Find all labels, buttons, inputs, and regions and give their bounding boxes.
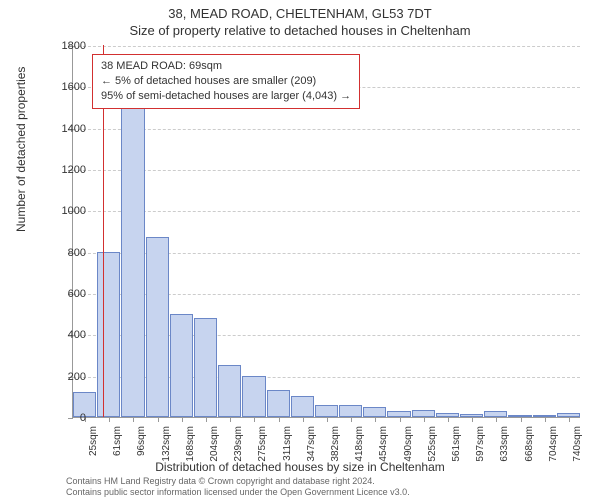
- histogram-bar: [412, 410, 435, 417]
- histogram-bar: [146, 237, 169, 417]
- x-tick-label: 96sqm: [136, 426, 147, 456]
- x-tick-label: 561sqm: [451, 426, 462, 462]
- x-tick-label: 418sqm: [354, 426, 365, 462]
- x-tick-mark: [158, 417, 159, 422]
- y-axis-label: Number of detached properties: [14, 67, 28, 232]
- histogram-bar: [170, 314, 193, 417]
- histogram-bar: [242, 376, 265, 417]
- y-tick-label: 200: [68, 371, 86, 383]
- x-tick-mark: [424, 417, 425, 422]
- y-tick-mark: [68, 418, 73, 419]
- histogram-bar: [194, 318, 217, 417]
- y-tick-label: 600: [68, 288, 86, 300]
- info-line-2: ← 5% of detached houses are smaller (209…: [101, 74, 351, 89]
- y-tick-label: 800: [68, 247, 86, 259]
- y-tick-label: 1400: [62, 123, 86, 135]
- footer-line-2: Contains public sector information licen…: [66, 487, 410, 498]
- x-tick-label: 740sqm: [572, 426, 583, 462]
- x-tick-label: 382sqm: [330, 426, 341, 462]
- grid-line: [73, 170, 580, 171]
- x-tick-mark: [375, 417, 376, 422]
- x-tick-label: 704sqm: [548, 426, 559, 462]
- x-tick-label: 25sqm: [88, 426, 99, 456]
- histogram-bar: [218, 365, 241, 417]
- x-tick-label: 633sqm: [499, 426, 510, 462]
- info-line-3: 95% of semi-detached houses are larger (…: [101, 89, 351, 104]
- x-tick-label: 525sqm: [427, 426, 438, 462]
- grid-line: [73, 211, 580, 212]
- x-tick-mark: [545, 417, 546, 422]
- x-tick-mark: [254, 417, 255, 422]
- y-tick-label: 1200: [62, 164, 86, 176]
- x-tick-mark: [400, 417, 401, 422]
- x-tick-label: 61sqm: [112, 426, 123, 456]
- x-tick-mark: [448, 417, 449, 422]
- histogram-bar: [267, 390, 290, 417]
- x-tick-label: 204sqm: [209, 426, 220, 462]
- x-tick-mark: [521, 417, 522, 422]
- x-tick-label: 490sqm: [403, 426, 414, 462]
- x-tick-mark: [109, 417, 110, 422]
- x-tick-label: 454sqm: [378, 426, 389, 462]
- x-tick-mark: [496, 417, 497, 422]
- x-tick-label: 168sqm: [185, 426, 196, 462]
- x-tick-label: 275sqm: [257, 426, 268, 462]
- y-tick-label: 1000: [62, 205, 86, 217]
- x-tick-mark: [182, 417, 183, 422]
- x-tick-label: 668sqm: [524, 426, 535, 462]
- x-tick-mark: [569, 417, 570, 422]
- y-tick-label: 1600: [62, 81, 86, 93]
- x-tick-mark: [327, 417, 328, 422]
- grid-line: [73, 129, 580, 130]
- title-sub: Size of property relative to detached ho…: [0, 21, 600, 38]
- x-tick-mark: [472, 417, 473, 422]
- x-tick-mark: [303, 417, 304, 422]
- histogram-bar: [291, 396, 314, 417]
- x-tick-label: 132sqm: [161, 426, 172, 462]
- footer-line-1: Contains HM Land Registry data © Crown c…: [66, 476, 410, 487]
- x-tick-mark: [351, 417, 352, 422]
- x-tick-label: 597sqm: [475, 426, 486, 462]
- y-tick-label: 400: [68, 329, 86, 341]
- y-tick-label: 1800: [62, 40, 86, 52]
- x-tick-label: 347sqm: [306, 426, 317, 462]
- histogram-bar: [97, 252, 120, 417]
- histogram-bar: [339, 405, 362, 417]
- x-tick-mark: [206, 417, 207, 422]
- y-tick-label: 0: [80, 412, 86, 424]
- title-main: 38, MEAD ROAD, CHELTENHAM, GL53 7DT: [0, 0, 600, 21]
- histogram-bar: [315, 405, 338, 417]
- footer: Contains HM Land Registry data © Crown c…: [66, 476, 410, 498]
- info-box: 38 MEAD ROAD: 69sqm ← 5% of detached hou…: [92, 54, 360, 109]
- x-tick-mark: [230, 417, 231, 422]
- x-tick-mark: [279, 417, 280, 422]
- x-tick-label: 311sqm: [282, 426, 293, 461]
- x-tick-mark: [133, 417, 134, 422]
- x-axis-label: Distribution of detached houses by size …: [0, 460, 600, 474]
- info-line-1: 38 MEAD ROAD: 69sqm: [101, 59, 351, 74]
- x-tick-label: 239sqm: [233, 426, 244, 462]
- grid-line: [73, 46, 580, 47]
- histogram-bar: [363, 407, 386, 417]
- histogram-bar: [121, 80, 144, 417]
- chart-container: 38, MEAD ROAD, CHELTENHAM, GL53 7DT Size…: [0, 0, 600, 500]
